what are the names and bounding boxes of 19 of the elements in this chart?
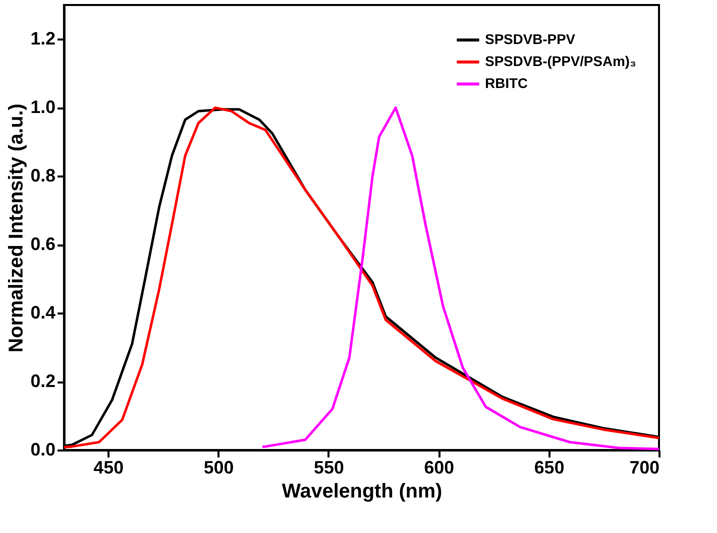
y-tick-label: 1.0 [30, 97, 56, 118]
x-tick-label: 650 [534, 458, 564, 478]
y-axis-title: Normalized Intensity (a.u.) [5, 104, 28, 352]
legend-label: SPSDVB-(PPV/PSAm)₃ [485, 53, 636, 69]
x-axis-title: Wavelength (nm) [282, 480, 442, 502]
legend-label: SPSDVB-PPV [485, 31, 576, 47]
x-tick-label: 600 [424, 458, 454, 478]
x-tick-label: 550 [314, 458, 344, 478]
y-tick-label: 0.6 [30, 234, 56, 254]
y-tick-label: 0.4 [30, 302, 56, 323]
x-tick-label: 700 [629, 458, 660, 478]
y-tick-label: 1.2 [30, 28, 56, 49]
line-series [261, 106, 660, 450]
legend-label: RBITC [485, 75, 528, 91]
x-tick-label: 500 [204, 458, 234, 478]
y-tick-label: 0.2 [30, 371, 56, 392]
y-tick-label: 0.8 [30, 166, 56, 186]
x-tick-label: 450 [94, 458, 124, 478]
y-tick-label: 0.0 [30, 440, 56, 460]
